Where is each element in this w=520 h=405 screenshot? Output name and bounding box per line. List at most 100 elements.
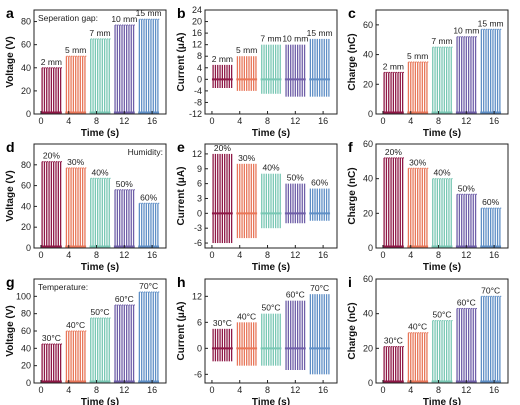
series-label: 50% (116, 179, 133, 189)
series-label: 5 mm (236, 45, 257, 55)
y-tick-label: 40 (21, 63, 31, 73)
series-5: 70°C (480, 285, 502, 383)
x-tick-label: 8 (265, 385, 270, 395)
y-axis-label: Charge (nC) (347, 33, 358, 90)
series-1: 2 mm (212, 54, 233, 88)
panel-f: 20% 30% 40% 50% 60% 0 4 8 12 16 0 20 40 60 Time (s) Cha… (347, 139, 509, 273)
series-label: 30% (67, 157, 84, 167)
x-tick-label: 16 (489, 250, 499, 260)
y-tick-label: 80 (21, 160, 31, 170)
series-3: 7 mm (89, 28, 111, 114)
x-tick-label: 0 (380, 250, 385, 260)
y-tick-label: 0 (26, 243, 31, 253)
series-label: 60°C (457, 297, 476, 307)
series-4: 50% (113, 179, 135, 248)
series-label: 40% (433, 168, 450, 178)
series-1: 30°C (382, 336, 405, 383)
x-tick-label: 0 (38, 116, 43, 126)
series-5: 70°C (309, 283, 331, 375)
series-2: 30% (407, 157, 429, 248)
x-tick-label: 12 (290, 385, 300, 395)
y-tick-label: 20 (363, 343, 373, 353)
axes-frame (204, 9, 338, 115)
y-tick-label: 80 (21, 17, 31, 27)
y-tick-label: 60 (21, 326, 31, 336)
y-tick-label: 6 (197, 179, 202, 189)
panel-letter: f (348, 139, 353, 155)
series-label: 60% (311, 178, 328, 188)
series-3: 40% (89, 167, 111, 248)
x-axis-label: Time (s) (252, 128, 290, 139)
x-axis-label: Time (s) (81, 397, 119, 405)
x-tick-label: 4 (408, 250, 413, 260)
x-tick-label: 0 (38, 250, 43, 260)
series-2: 5 mm (65, 45, 87, 114)
y-tick-label: 9 (197, 164, 202, 174)
panel-letter: g (6, 274, 15, 290)
axes-frame (375, 278, 509, 384)
series-label: 60% (482, 197, 499, 207)
x-tick-label: 16 (147, 116, 157, 126)
y-tick-label: -4 (194, 86, 202, 96)
x-tick-label: 8 (436, 385, 441, 395)
x-tick-label: 0 (380, 116, 385, 126)
series-3: 40% (431, 168, 453, 248)
panel-letter: c (348, 5, 356, 21)
x-axis-label: Time (s) (423, 397, 461, 405)
axes-frame (204, 278, 338, 384)
series-label: 30°C (42, 333, 61, 343)
axes-frame (375, 9, 509, 115)
series-label: 40°C (66, 320, 85, 330)
x-axis-label: Time (s) (423, 128, 461, 139)
x-tick-label: 16 (318, 250, 328, 260)
y-tick-label: -6 (194, 369, 202, 379)
y-tick-label: 0 (26, 378, 31, 388)
y-tick-label: 20 (192, 17, 202, 27)
y-tick-label: 20 (363, 79, 373, 89)
series-3: 40% (260, 163, 282, 229)
y-tick-label: 0 (368, 109, 373, 119)
y-tick-label: -3 (194, 223, 202, 233)
series-label: 40% (91, 167, 108, 177)
series-1: 20% (382, 147, 405, 248)
y-tick-label: 0 (197, 343, 202, 353)
x-tick-label: 12 (461, 250, 471, 260)
series-4: 60°C (455, 297, 477, 383)
series-1: 20% (211, 143, 233, 244)
series-label: 50% (458, 183, 475, 193)
series-2: 30% (236, 153, 258, 239)
x-axis-label: Time (s) (252, 397, 290, 405)
panel-letter: h (177, 274, 186, 290)
series-label: 7 mm (431, 36, 452, 46)
series-2: 30% (65, 157, 87, 248)
series-label: 20% (43, 151, 60, 161)
x-axis-label: Time (s) (423, 262, 461, 273)
x-axis-label: Time (s) (252, 262, 290, 273)
panel-letter: b (177, 5, 186, 21)
y-axis-label: Voltage (V) (5, 36, 16, 87)
series-label: 50°C (433, 310, 452, 320)
series-3: 50°C (260, 303, 282, 366)
y-tick-label: 40 (21, 201, 31, 211)
series-label: 40°C (237, 311, 256, 321)
x-tick-label: 8 (94, 250, 99, 260)
series-1: 2 mm (41, 57, 63, 114)
series-label: 10 mm (282, 34, 308, 44)
series-2: 40°C (407, 322, 429, 383)
x-tick-label: 8 (94, 385, 99, 395)
series-label: 10 mm (111, 14, 137, 24)
y-tick-label: 40 (363, 309, 373, 319)
y-tick-label: 40 (363, 174, 373, 184)
x-tick-label: 0 (209, 385, 214, 395)
y-tick-label: 80 (21, 309, 31, 319)
panel-annotation: Humidity: (128, 147, 163, 157)
y-axis-label: Charge (nC) (347, 167, 358, 224)
series-2: 5 mm (407, 51, 429, 114)
y-tick-label: 60 (363, 274, 373, 284)
series-label: 50°C (262, 303, 281, 313)
panel-i: 30°C 40°C 50°C 60°C 70°C 0 4 8 12 16 0 20 40 60 Time (… (347, 274, 509, 405)
x-tick-label: 0 (38, 385, 43, 395)
